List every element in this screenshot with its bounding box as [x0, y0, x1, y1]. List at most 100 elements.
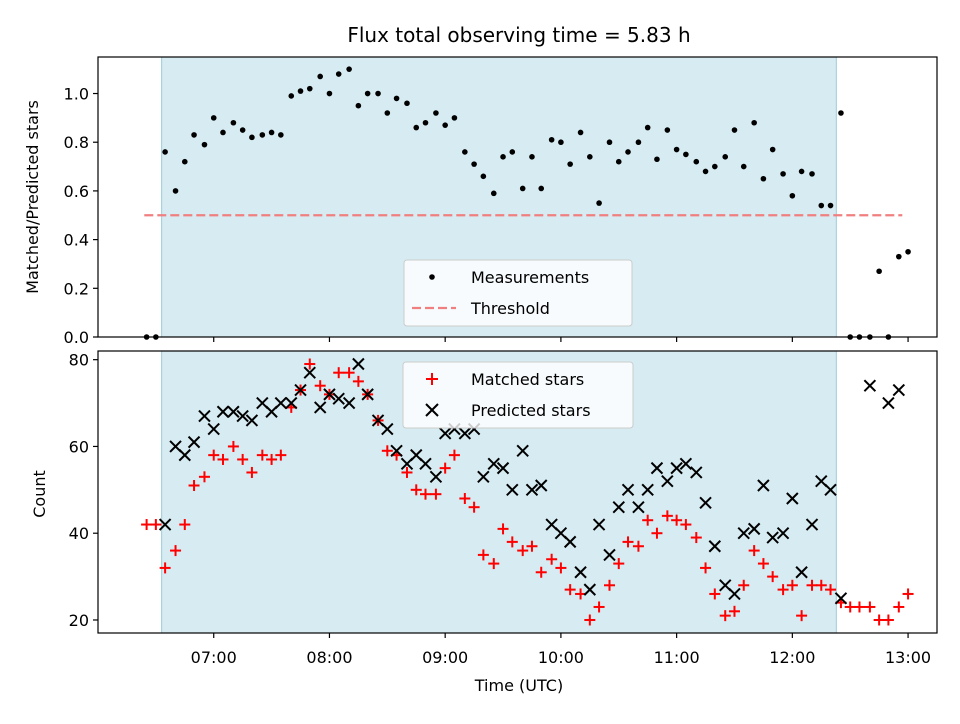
measurement-point — [278, 132, 284, 138]
top-legend: Measurements Threshold — [403, 259, 633, 327]
measurement-point — [683, 151, 689, 158]
matched-star-point — [448, 449, 460, 461]
top-y-axis-label: Matched/Predicted stars — [23, 100, 42, 294]
predicted-star-point — [690, 466, 703, 479]
matched-star-point — [767, 571, 779, 583]
predicted-star-point — [863, 379, 877, 392]
measurement-point — [664, 127, 671, 133]
measurement-point — [615, 158, 622, 165]
measurement-point — [375, 90, 381, 97]
predicted-star-point — [563, 535, 577, 549]
measurement-point — [249, 134, 255, 141]
measurement-point — [789, 192, 796, 199]
matched-star-point — [786, 579, 798, 591]
x-tick-label: 07:00 — [191, 648, 237, 667]
y-tick-label: 0.6 — [64, 182, 89, 201]
measurement-point — [239, 127, 246, 133]
measurement-point — [355, 102, 362, 109]
bottom-x-axis-label: Time (UTC) — [474, 676, 563, 695]
measurement-point — [509, 149, 516, 155]
matched-star-point — [217, 453, 229, 465]
matched-star-point — [584, 614, 596, 626]
matched-star-point — [179, 519, 191, 531]
bottom-y-ticks: 20 40 60 80 — [69, 351, 98, 630]
predicted-star-point — [583, 583, 597, 596]
measurement-point — [606, 139, 613, 146]
predicted-star-point — [535, 479, 548, 492]
bottom-y-axis-label: Count — [30, 470, 49, 518]
measurement-point — [538, 185, 545, 192]
measurement-point — [422, 119, 429, 126]
matched-star-point — [825, 584, 837, 596]
predicted-star-point — [737, 527, 750, 540]
bottom-x-ticks: 07:00 08:00 09:00 10:00 11:00 12:00 13:00 — [191, 633, 931, 667]
measurement-point — [220, 129, 226, 136]
matched-star-point — [430, 488, 442, 500]
matched-star-point — [314, 380, 326, 392]
measurement-point — [558, 139, 564, 146]
matched-star-point — [728, 605, 740, 617]
predicted-star-point — [236, 409, 249, 423]
y-tick-label: 20 — [69, 611, 89, 630]
matched-star-point — [709, 588, 721, 600]
predicted-star-point — [216, 405, 230, 418]
measurement-point — [413, 124, 420, 131]
matched-star-point — [738, 579, 750, 591]
matched-star-point — [632, 540, 644, 552]
measurement-point — [876, 268, 882, 275]
measurement-point — [268, 129, 275, 136]
predicted-star-point — [747, 522, 761, 536]
predicted-star-point — [679, 457, 693, 471]
measurement-point — [567, 161, 573, 167]
measurement-point — [181, 158, 188, 165]
y-tick-label: 40 — [69, 524, 89, 543]
predicted-star-point — [332, 392, 345, 405]
matched-star-point — [198, 471, 210, 483]
matched-star-point — [381, 445, 393, 457]
predicted-star-points — [158, 357, 906, 605]
predicted-star-point — [496, 461, 510, 475]
matched-star-point — [777, 584, 789, 596]
matched-star-point — [651, 527, 663, 539]
predicted-star-point — [612, 500, 625, 514]
matched-star-point — [555, 562, 567, 574]
y-tick-label: 0.4 — [64, 231, 89, 250]
legend-predicted-marker — [425, 403, 439, 417]
measurement-point — [393, 95, 400, 102]
measurement-point — [635, 139, 642, 146]
matched-star-point — [680, 519, 692, 531]
matched-star-point — [159, 562, 171, 574]
predicted-star-point — [641, 483, 654, 497]
matched-star-point — [170, 545, 182, 557]
measurement-point — [654, 156, 660, 163]
measurement-point — [780, 171, 786, 177]
measurement-point — [201, 141, 208, 148]
predicted-star-point — [294, 383, 307, 397]
predicted-star-point — [352, 357, 365, 371]
measurement-point — [625, 149, 631, 155]
measurement-point — [364, 90, 371, 97]
measurement-point — [519, 185, 526, 192]
predicted-star-point — [776, 527, 790, 540]
matched-star-point — [266, 453, 278, 465]
matched-star-point — [188, 479, 200, 491]
matched-star-point — [150, 519, 162, 531]
x-tick-label: 08:00 — [306, 648, 352, 667]
measurement-point — [346, 66, 352, 72]
measurement-point — [577, 129, 584, 136]
y-tick-label: 0.0 — [64, 328, 89, 347]
legend-matched-marker — [426, 373, 438, 385]
measurement-point — [162, 149, 168, 155]
predicted-star-point — [381, 422, 394, 436]
predicted-star-point — [824, 483, 837, 497]
matched-star-point — [401, 466, 413, 478]
measurement-point — [722, 154, 729, 160]
measurement-point — [317, 73, 323, 80]
matched-star-point — [719, 610, 731, 622]
measurement-point — [548, 136, 555, 143]
measurement-points — [143, 66, 911, 340]
y-tick-label: 0.2 — [64, 279, 89, 298]
predicted-star-point — [574, 566, 587, 579]
matched-star-point — [690, 532, 702, 544]
